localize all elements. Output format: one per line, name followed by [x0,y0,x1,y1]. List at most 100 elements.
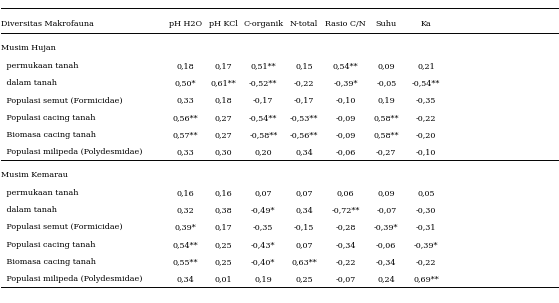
Text: Populasi semut (Formicidae): Populasi semut (Formicidae) [4,224,122,231]
Text: Musim Hujan: Musim Hujan [1,44,56,52]
Text: dalam tanah: dalam tanah [4,79,57,87]
Text: -0,39*: -0,39* [333,79,358,87]
Text: Biomasa cacing tanah: Biomasa cacing tanah [4,258,96,266]
Text: -0,07: -0,07 [376,206,396,214]
Text: 0,16: 0,16 [177,189,194,197]
Text: -0,06: -0,06 [376,241,396,249]
Text: -0,17: -0,17 [294,97,314,105]
Text: permukaan tanah: permukaan tanah [4,62,78,70]
Text: -0,17: -0,17 [253,97,273,105]
Text: -0,56**: -0,56** [290,131,318,139]
Text: -0,28: -0,28 [335,224,356,231]
Text: Populasi cacing tanah: Populasi cacing tanah [4,241,96,249]
Text: N-total: N-total [290,20,318,28]
Text: 0,25: 0,25 [295,275,313,283]
Text: 0,09: 0,09 [377,62,395,70]
Text: 0,19: 0,19 [377,97,395,105]
Text: pH H2O: pH H2O [169,20,202,28]
Text: 0,54**: 0,54** [173,241,198,249]
Text: 0,57**: 0,57** [173,131,198,139]
Text: 0,58**: 0,58** [373,114,399,122]
Text: -0,15: -0,15 [294,224,314,231]
Text: 0,33: 0,33 [177,97,194,105]
Text: Biomasa cacing tanah: Biomasa cacing tanah [4,131,96,139]
Text: 0,20: 0,20 [254,148,272,156]
Text: 0,25: 0,25 [215,241,233,249]
Text: 0,56**: 0,56** [173,114,198,122]
Text: -0,49*: -0,49* [251,206,276,214]
Text: -0,39*: -0,39* [374,224,399,231]
Text: 0,15: 0,15 [295,62,313,70]
Text: Diversitas Makrofauna: Diversitas Makrofauna [1,20,94,28]
Text: C-organik: C-organik [243,20,283,28]
Text: -0,35: -0,35 [416,97,436,105]
Text: Populasi milipeda (Polydesmidae): Populasi milipeda (Polydesmidae) [4,275,143,283]
Text: Populasi semut (Formicidae): Populasi semut (Formicidae) [4,97,122,105]
Text: 0,32: 0,32 [177,206,194,214]
Text: -0,27: -0,27 [376,148,396,156]
Text: 0,05: 0,05 [417,189,435,197]
Text: 0,27: 0,27 [215,114,233,122]
Text: -0,34: -0,34 [376,258,396,266]
Text: -0,31: -0,31 [416,224,436,231]
Text: -0,22: -0,22 [335,258,356,266]
Text: -0,09: -0,09 [335,131,356,139]
Text: 0,27: 0,27 [215,131,233,139]
Text: Suhu: Suhu [376,20,397,28]
Text: 0,07: 0,07 [295,241,313,249]
Text: -0,53**: -0,53** [290,114,318,122]
Text: 0,34: 0,34 [295,206,313,214]
Text: 0,61**: 0,61** [211,79,236,87]
Text: 0,07: 0,07 [295,189,313,197]
Text: 0,34: 0,34 [177,275,194,283]
Text: 0,06: 0,06 [337,189,354,197]
Text: 0,63**: 0,63** [291,258,317,266]
Text: 0,25: 0,25 [215,258,233,266]
Text: -0,07: -0,07 [335,275,356,283]
Text: -0,34: -0,34 [335,241,356,249]
Text: -0,06: -0,06 [335,148,356,156]
Text: 0,55**: 0,55** [173,258,198,266]
Text: pH KCl: pH KCl [209,20,238,28]
Text: 0,69**: 0,69** [413,275,439,283]
Text: -0,43*: -0,43* [251,241,276,249]
Text: -0,05: -0,05 [376,79,396,87]
Text: -0,30: -0,30 [416,206,436,214]
Text: 0,09: 0,09 [377,189,395,197]
Text: -0,22: -0,22 [294,79,314,87]
Text: 0,50*: 0,50* [174,79,196,87]
Text: Populasi milipeda (Polydesmidae): Populasi milipeda (Polydesmidae) [4,148,143,156]
Text: 0,18: 0,18 [177,62,194,70]
Text: -0,52**: -0,52** [249,79,277,87]
Text: 0,34: 0,34 [295,148,313,156]
Text: -0,58**: -0,58** [249,131,277,139]
Text: 0,18: 0,18 [215,97,233,105]
Text: -0,72**: -0,72** [331,206,359,214]
Text: -0,10: -0,10 [335,97,356,105]
Text: -0,54**: -0,54** [249,114,277,122]
Text: Musim Kemarau: Musim Kemarau [1,171,68,179]
Text: 0,24: 0,24 [377,275,395,283]
Text: 0,21: 0,21 [417,62,435,70]
Text: 0,51**: 0,51** [250,62,276,70]
Text: 0,01: 0,01 [215,275,233,283]
Text: permukaan tanah: permukaan tanah [4,189,78,197]
Text: 0,30: 0,30 [215,148,233,156]
Text: -0,20: -0,20 [416,131,436,139]
Text: -0,39*: -0,39* [414,241,438,249]
Text: -0,54**: -0,54** [412,79,440,87]
Text: 0,38: 0,38 [215,206,233,214]
Text: -0,09: -0,09 [335,114,356,122]
Text: 0,16: 0,16 [215,189,233,197]
Text: 0,17: 0,17 [215,62,233,70]
Text: -0,22: -0,22 [416,114,436,122]
Text: -0,35: -0,35 [253,224,273,231]
Text: 0,54**: 0,54** [333,62,358,70]
Text: Rasio C/N: Rasio C/N [325,20,366,28]
Text: -0,10: -0,10 [416,148,436,156]
Text: -0,22: -0,22 [416,258,436,266]
Text: 0,33: 0,33 [177,148,194,156]
Text: 0,07: 0,07 [254,189,272,197]
Text: 0,17: 0,17 [215,224,233,231]
Text: 0,19: 0,19 [254,275,272,283]
